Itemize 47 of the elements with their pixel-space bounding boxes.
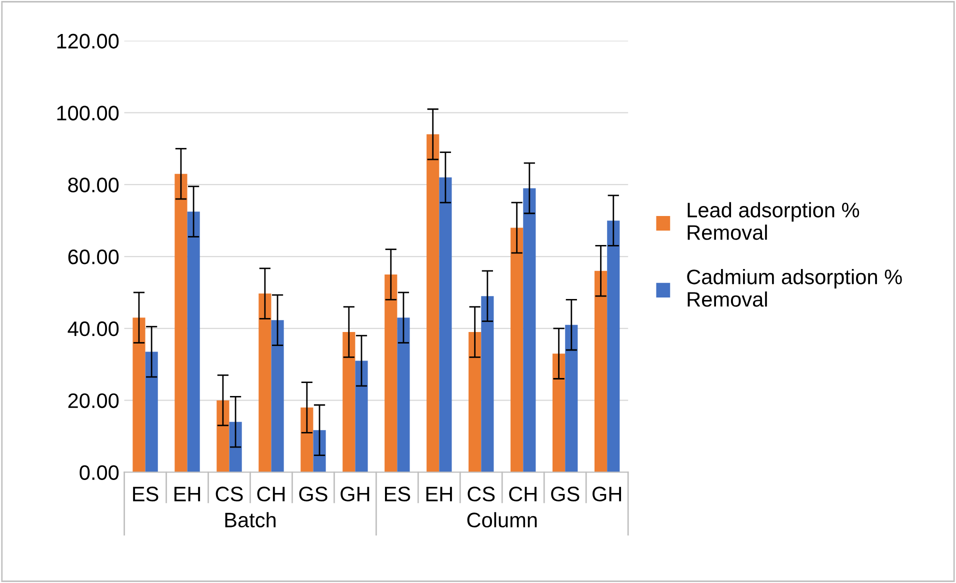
bar (426, 134, 440, 472)
y-tick-label: 120.00 (57, 34, 119, 49)
y-tick-label: 100.00 (57, 106, 119, 120)
bar (300, 408, 314, 472)
x-tick-label: CH (257, 486, 285, 502)
bar (439, 177, 452, 472)
x-tick-label: CS (468, 486, 495, 502)
bar (384, 274, 398, 472)
x-tick-label: EH (174, 486, 200, 502)
x-tick-label: CH (509, 486, 536, 502)
bar (258, 294, 272, 472)
bar (594, 270, 608, 472)
legend-label: Cadmium adsorption % Removal (687, 269, 902, 307)
bar (313, 430, 326, 472)
x-tick-label: GS (551, 486, 580, 502)
x-tick-label: EH (426, 486, 452, 502)
y-tick-label: 60.00 (68, 250, 119, 264)
x-tick-label: ES (133, 486, 158, 502)
x-tick-label: GH (592, 486, 622, 502)
bar (552, 354, 566, 472)
x-tick-label: GS (299, 486, 328, 502)
legend-label: Lead adsorption % Removal (688, 202, 860, 240)
bar (510, 228, 524, 472)
bar (523, 188, 536, 472)
bar (271, 320, 284, 472)
x-tick-label: GH (340, 486, 370, 502)
bar (342, 332, 356, 472)
bar (174, 174, 188, 472)
bar (145, 352, 158, 472)
y-tick-label: 40.00 (68, 321, 119, 336)
y-tick-label: 20.00 (68, 393, 119, 408)
bar (355, 360, 368, 472)
x-tick-label: CS (216, 486, 243, 502)
y-tick-label: 80.00 (68, 178, 119, 192)
bar (397, 318, 410, 472)
bar (216, 400, 230, 472)
text: Column (467, 512, 537, 528)
text: Batch (225, 512, 276, 528)
x-tick-label: ES (384, 486, 410, 502)
bar (607, 220, 620, 472)
bar (565, 324, 578, 472)
bar (229, 422, 242, 472)
y-tick-label: 0.00 (80, 465, 119, 480)
bar (187, 212, 200, 472)
bar (481, 296, 494, 472)
bar (468, 332, 482, 472)
bar (132, 318, 146, 472)
